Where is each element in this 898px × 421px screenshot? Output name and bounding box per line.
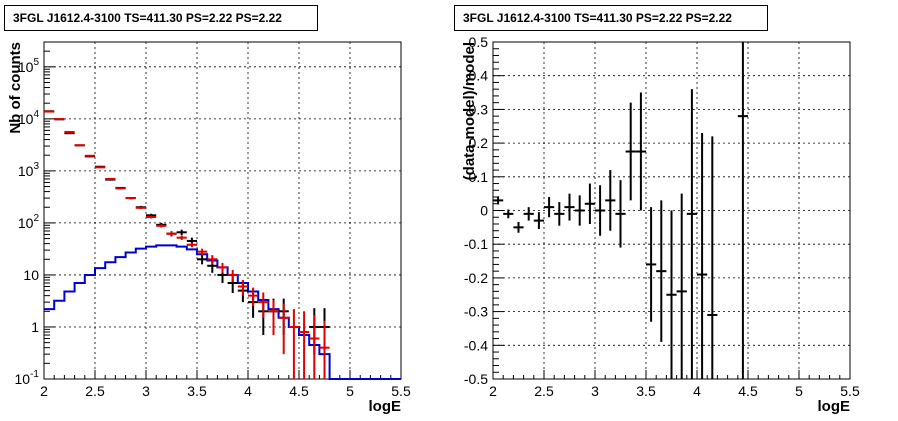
counts-y-tick-label: 1: [31, 319, 39, 335]
counts-x-tick-label: 2: [40, 383, 48, 399]
counts-y-tick-label: 104: [18, 109, 40, 127]
counts-y-tick-label: 105: [18, 57, 40, 75]
residuals-y-tick-label: 0.5: [469, 34, 489, 50]
residuals-x-tick-label: 2: [489, 383, 497, 399]
residuals-y-tick-label: -0.1: [464, 236, 488, 252]
counts-x-tick-label: 4: [244, 383, 252, 399]
counts-x-axis-label: logE: [369, 398, 402, 415]
counts-y-tick-label: 10-1: [15, 369, 40, 387]
counts-plot-frame: [43, 41, 402, 380]
counts-y-axis-label: Nb of counts: [7, 42, 24, 134]
residuals-y-tick-label: -0.4: [464, 337, 488, 353]
residuals-y-tick-label: 0.2: [469, 135, 489, 151]
residuals-y-tick-label: 0.4: [469, 68, 489, 84]
residuals-y-tick-label: 0.1: [469, 169, 489, 185]
residuals-chart-title: 3FGL J1612.4-3100 TS=411.30 PS=2.22 PS=2…: [454, 5, 768, 31]
residuals-x-tick-label: 4: [693, 383, 701, 399]
residuals-y-axis-label: (data-model)/model: [461, 42, 478, 180]
residuals-x-tick-label: 3.5: [636, 383, 656, 399]
residuals-y-tick-label: -0.2: [464, 270, 488, 286]
residuals-x-tick-label: 3: [591, 383, 599, 399]
counts-x-tick-label: 5: [346, 383, 354, 399]
counts-chart-title: 3FGL J1612.4-3100 TS=411.30 PS=2.22 PS=2…: [4, 5, 318, 31]
residuals-x-tick-label: 5.5: [840, 383, 860, 399]
counts-x-tick-label: 3: [142, 383, 150, 399]
counts-x-tick-label: 3.5: [187, 383, 207, 399]
residuals-y-tick-label: -0.3: [464, 304, 488, 320]
counts-y-tick-label: 103: [18, 161, 40, 179]
residuals-y-tick-label: 0: [480, 203, 488, 219]
residuals-y-tick-label: -0.5: [464, 371, 488, 387]
residuals-x-axis-label: logE: [818, 398, 851, 415]
residuals-panel: 3FGL J1612.4-3100 TS=411.30 PS=2.22 PS=2…: [449, 0, 898, 421]
residuals-x-tick-label: 2.5: [534, 383, 554, 399]
residuals-x-tick-label: 4.5: [738, 383, 758, 399]
counts-x-tick-label: 2.5: [85, 383, 105, 399]
counts-panel: 3FGL J1612.4-3100 TS=411.30 PS=2.22 PS=2…: [4, 5, 411, 415]
counts-x-tick-label: 4.5: [289, 383, 309, 399]
counts-x-tick-label: 5.5: [391, 383, 411, 399]
model-step-line: [44, 244, 401, 380]
residuals-x-tick-label: 5: [795, 383, 803, 399]
counts-y-tick-label: 102: [18, 213, 40, 231]
counts-y-tick-label: 10: [23, 267, 39, 283]
residuals-y-tick-label: 0.3: [469, 101, 489, 117]
